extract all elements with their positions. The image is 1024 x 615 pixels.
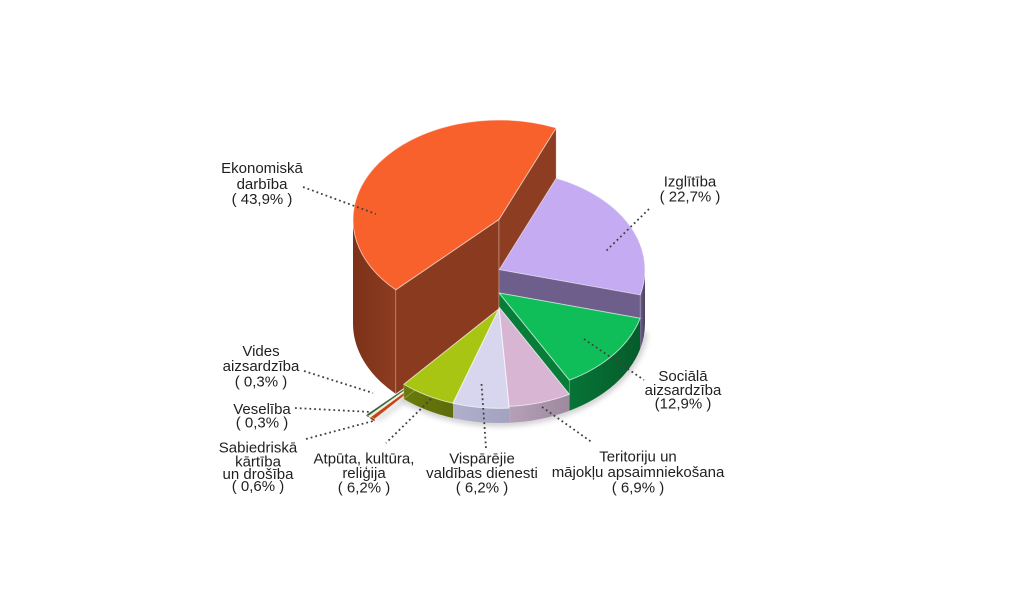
svg-text:Atpūta, kultūra,: Atpūta, kultūra, — [314, 451, 415, 468]
svg-text:( 0,6% ): ( 0,6% ) — [232, 478, 285, 495]
svg-text:Sabiedriskā: Sabiedriskā — [219, 440, 298, 457]
svg-text:( 0,3% ): ( 0,3% ) — [235, 373, 288, 390]
svg-text:Izglītība: Izglītība — [664, 174, 717, 191]
svg-text:un drošība: un drošība — [223, 466, 295, 483]
svg-text:( 22,7% ): ( 22,7% ) — [660, 189, 721, 206]
svg-text:mājokļu apsaimniekošana: mājokļu apsaimniekošana — [552, 464, 725, 481]
svg-text:Veselība: Veselība — [233, 401, 291, 418]
svg-text:Teritoriju un: Teritoriju un — [599, 449, 677, 466]
svg-text:aizsardzība: aizsardzība — [223, 358, 300, 375]
svg-text:kārtība: kārtība — [235, 454, 282, 471]
svg-text:darbība: darbība — [237, 176, 289, 193]
svg-text:aizsardzība: aizsardzība — [645, 382, 722, 399]
svg-text:Vispārējie: Vispārējie — [449, 451, 515, 468]
svg-text:Vides: Vides — [242, 343, 279, 360]
svg-text:( 6,9% ): ( 6,9% ) — [612, 479, 665, 496]
svg-text:Sociālā: Sociālā — [658, 368, 708, 385]
svg-text:( 6,2% ): ( 6,2% ) — [338, 479, 391, 496]
svg-text:valdības dienesti: valdības dienesti — [426, 465, 538, 482]
svg-text:( 0,3% ): ( 0,3% ) — [236, 415, 289, 432]
svg-text:Ekonomiskā: Ekonomiskā — [221, 160, 303, 177]
svg-text:reliģija: reliģija — [342, 465, 386, 482]
svg-text:( 6,2% ): ( 6,2% ) — [456, 479, 509, 496]
svg-text:( 43,9% ): ( 43,9% ) — [232, 191, 293, 208]
svg-text:(12,9% ): (12,9% ) — [655, 396, 712, 413]
